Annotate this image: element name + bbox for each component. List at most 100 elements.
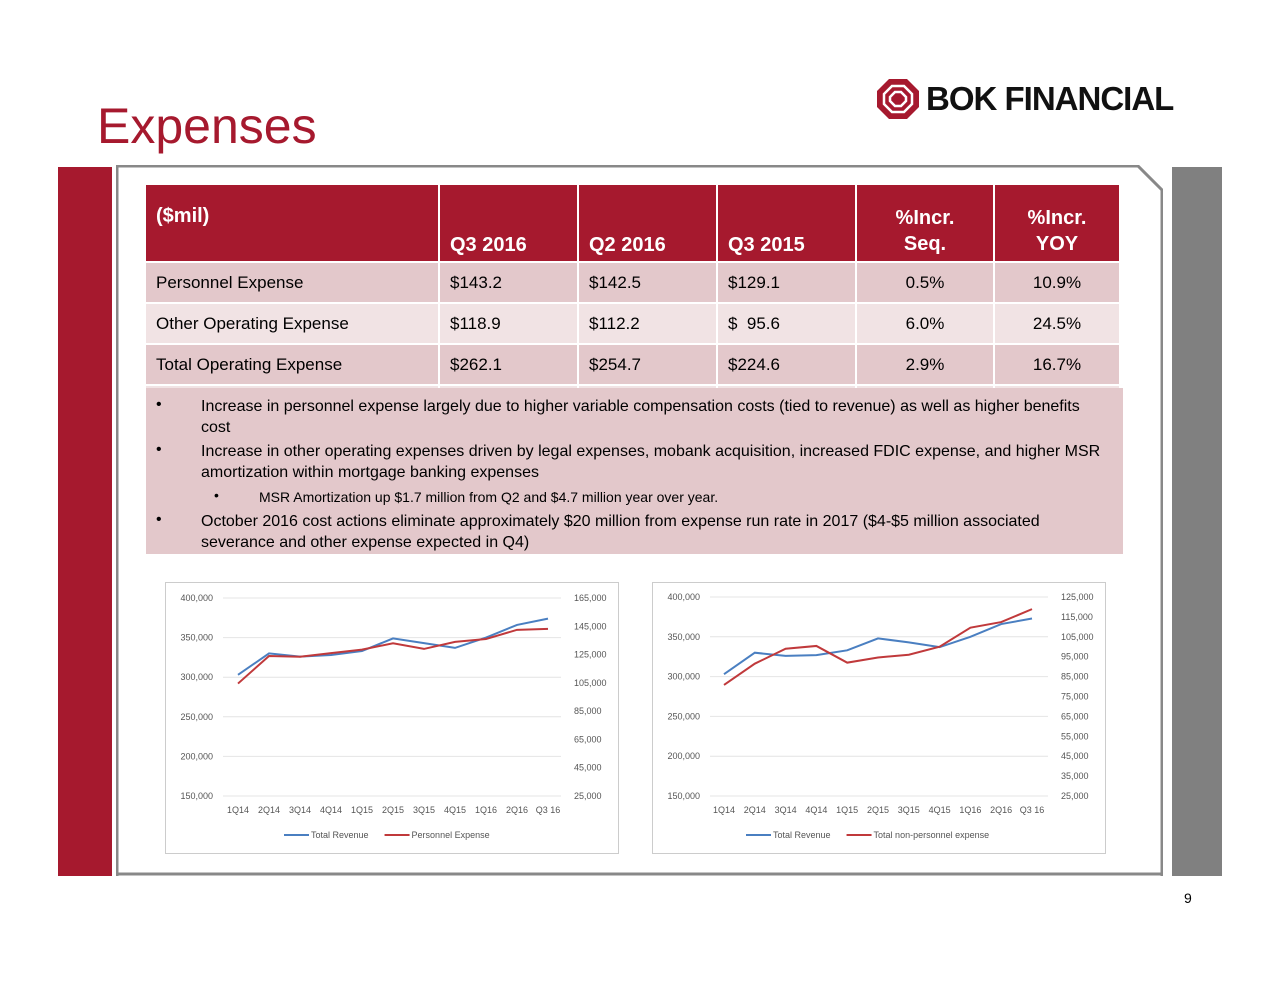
y-left-tick-label: 250,000 (180, 712, 213, 722)
logo-text: BOK FINANCIAL (926, 80, 1174, 117)
cell: 2.9% (857, 345, 993, 384)
legend-label: Total non-personnel expense (874, 830, 990, 840)
row-label: Total Operating Expense (146, 345, 438, 384)
header-q2-2016: Q2 2016 (579, 185, 716, 261)
cell: $112.2 (579, 304, 716, 343)
x-tick-label: 4Q15 (444, 805, 466, 815)
revenue-vs-nonpersonnel-chart: 400,000 350,000 300,000 250,000 200,000 150,0… (652, 582, 1106, 854)
x-tick-label: 2Q15 (867, 805, 889, 815)
y-left-tick-label: 150,000 (180, 791, 213, 801)
y-right-tick-label: 85,000 (1061, 672, 1089, 682)
right-accent-bar (1172, 167, 1222, 876)
x-tick-label: 1Q15 (351, 805, 373, 815)
y-left-tick-label: 400,000 (667, 592, 700, 602)
y-right-tick-label: 165,000 (574, 593, 607, 603)
x-tick-label: 1Q16 (475, 805, 497, 815)
header-q3-2015: Q3 2015 (718, 185, 855, 261)
bok-financial-logo: BOK FINANCIAL (876, 78, 1174, 120)
x-tick-label: 2Q15 (382, 805, 404, 815)
left-accent-bar (58, 167, 112, 876)
cell: 10.9% (995, 263, 1119, 302)
y-right-tick-label: 125,000 (1061, 592, 1094, 602)
y-left-tick-label: 400,000 (180, 593, 213, 603)
series-line-1 (237, 627, 549, 685)
y-right-tick-label: 115,000 (1061, 612, 1093, 622)
table-row: Personnel Expense $143.2 $142.5 $129.1 0.5% 1… (146, 263, 1119, 302)
x-tick-label: 3Q15 (413, 805, 435, 815)
x-tick-label: 2Q14 (744, 805, 766, 815)
y-left-tick-label: 350,000 (180, 633, 213, 643)
y-right-tick-label: 65,000 (574, 734, 602, 744)
x-tick-label: 3Q14 (775, 805, 797, 815)
x-tick-label: Q3 16 (1020, 805, 1045, 815)
cell: 24.5% (995, 304, 1119, 343)
y-left-tick-label: 250,000 (667, 711, 700, 721)
x-tick-label: 2Q16 (506, 805, 528, 815)
row-label: Personnel Expense (146, 263, 438, 302)
cell: 6.0% (857, 304, 993, 343)
series-line-0 (237, 617, 549, 676)
legend-label: Total Revenue (773, 830, 831, 840)
x-tick-label: 2Q14 (258, 805, 280, 815)
y-right-tick-label: 25,000 (1061, 791, 1089, 801)
x-tick-label: 4Q14 (320, 805, 342, 815)
series-line-1 (723, 608, 1033, 686)
y-right-tick-label: 125,000 (574, 650, 607, 660)
y-right-tick-label: 105,000 (1061, 632, 1094, 642)
cell: $224.6 (718, 345, 855, 384)
row-label: Other Operating Expense (146, 304, 438, 343)
content-frame (116, 165, 1163, 876)
y-left-tick-label: 200,000 (667, 751, 700, 761)
y-left-tick-label: 300,000 (180, 672, 213, 682)
x-tick-label: 1Q15 (836, 805, 858, 815)
cell: 16.7% (995, 345, 1119, 384)
page-number: 9 (1184, 890, 1192, 906)
x-tick-label: 1Q14 (713, 805, 735, 815)
x-tick-label: 4Q14 (805, 805, 827, 815)
cell: $254.7 (579, 345, 716, 384)
cell: $118.9 (440, 304, 577, 343)
header-incr-yoy: %Incr. YOY (995, 185, 1119, 261)
table-row: Total Operating Expense $262.1 $254.7 $224.… (146, 345, 1119, 384)
y-left-tick-label: 350,000 (667, 632, 700, 642)
table-header-row: ($mil) Q3 2016 Q2 2016 Q3 2015 %Incr. Seq… (146, 185, 1119, 261)
x-tick-label: 1Q14 (227, 805, 249, 815)
cell: $143.2 (440, 263, 577, 302)
header-q3-2016: Q3 2016 (440, 185, 577, 261)
bullet-list: • Increase in personnel expense largely d… (146, 388, 1123, 554)
y-right-tick-label: 35,000 (1061, 771, 1089, 781)
cell: 0.5% (857, 263, 993, 302)
x-tick-label: 2Q16 (990, 805, 1012, 815)
x-tick-label: 3Q15 (898, 805, 920, 815)
y-right-tick-label: 45,000 (1061, 751, 1089, 761)
y-right-tick-label: 105,000 (574, 678, 607, 688)
y-right-tick-label: 95,000 (1061, 652, 1089, 662)
x-tick-label: 1Q16 (959, 805, 981, 815)
legend-label: Personnel Expense (412, 830, 490, 840)
y-left-tick-label: 300,000 (667, 672, 700, 682)
x-tick-label: 3Q14 (289, 805, 311, 815)
header-incr-seq: %Incr. Seq. (857, 185, 993, 261)
logo-octagon-icon (877, 79, 919, 119)
page-title: Expenses (97, 98, 317, 154)
y-right-tick-label: 65,000 (1061, 711, 1089, 721)
series-line-0 (723, 617, 1033, 676)
y-right-tick-label: 145,000 (574, 621, 607, 631)
revenue-vs-personnel-chart: 400,000 350,000 300,000 250,000 200,000 150,0… (165, 582, 619, 854)
cell: $ 95.6 (718, 304, 855, 343)
cell: $262.1 (440, 345, 577, 384)
header-mil: ($mil) (146, 185, 438, 261)
table-row: Other Operating Expense $118.9 $112.2 $ 95.… (146, 304, 1119, 343)
y-right-tick-label: 85,000 (574, 706, 602, 716)
y-left-tick-label: 150,000 (667, 791, 700, 801)
y-left-tick-label: 200,000 (180, 751, 213, 761)
x-tick-label: Q3 16 (536, 805, 561, 815)
expenses-table: ($mil) Q3 2016 Q2 2016 Q3 2015 %Incr. Seq… (144, 183, 1121, 398)
cell: $129.1 (718, 263, 855, 302)
y-right-tick-label: 75,000 (1061, 692, 1089, 702)
x-tick-label: 4Q15 (929, 805, 951, 815)
cell: $142.5 (579, 263, 716, 302)
y-right-tick-label: 25,000 (574, 791, 602, 801)
legend-label: Total Revenue (311, 830, 369, 840)
y-right-tick-label: 55,000 (1061, 731, 1089, 741)
